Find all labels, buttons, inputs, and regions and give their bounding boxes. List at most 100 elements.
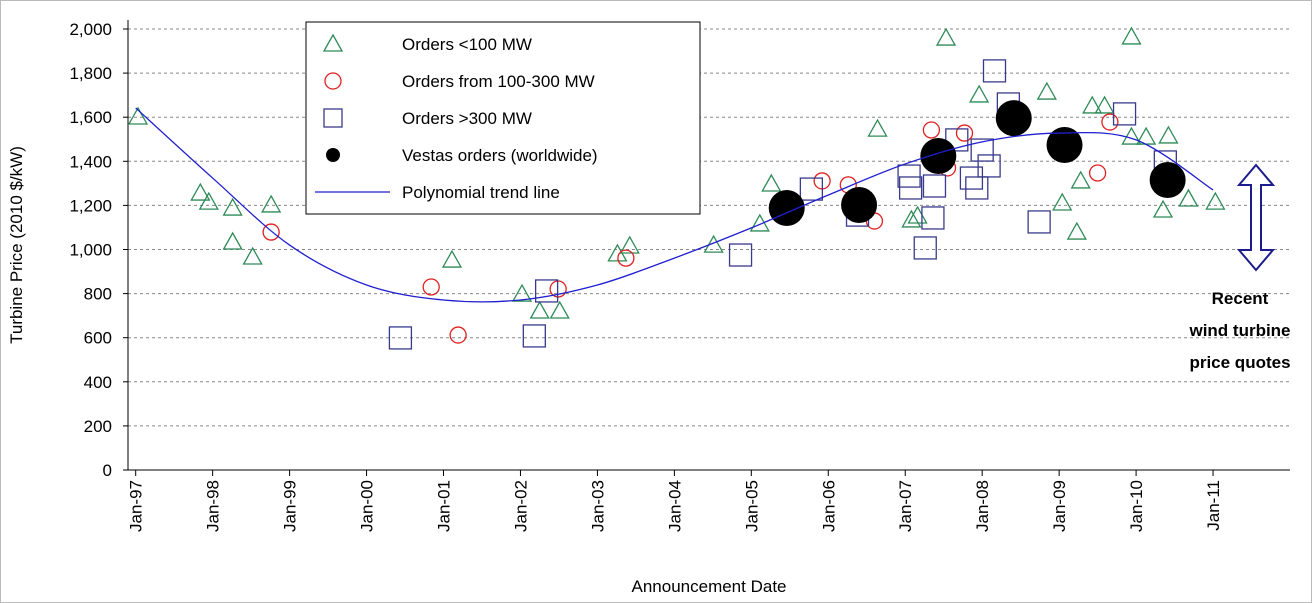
circle-marker — [422, 278, 440, 296]
square-marker — [897, 164, 921, 188]
triangle-marker — [242, 246, 263, 265]
square-marker — [323, 108, 343, 128]
legend: Orders <100 MW Orders from 100-300 MW Orde… — [305, 21, 701, 215]
trend-line — [135, 107, 1214, 303]
triangle-marker — [867, 118, 888, 137]
x-tick-label: Jan-05 — [742, 480, 761, 532]
x-tick-label: Jan-06 — [819, 480, 838, 532]
y-tick-label: 1,800 — [69, 64, 112, 83]
legend-label: Polynomial trend line — [402, 183, 560, 202]
circle-marker — [922, 121, 941, 139]
triangle-marker — [198, 191, 219, 210]
annotation-text: Recent — [1212, 289, 1269, 308]
triangle-marker — [901, 209, 922, 228]
circle-marker — [1101, 113, 1119, 131]
y-tick-label: 2,000 — [69, 20, 112, 39]
triangle-marker — [1052, 192, 1073, 211]
triangle-marker — [1178, 188, 1199, 207]
square-marker — [922, 174, 947, 198]
triangle-marker — [1158, 125, 1179, 144]
legend-label: Orders from 100-300 MW — [402, 72, 595, 91]
x-axis-title: Announcement Date — [632, 577, 787, 596]
y-axis-title: Turbine Price (2010 $/kW) — [7, 146, 26, 344]
triangle-marker — [968, 84, 990, 103]
triangle-marker — [1205, 191, 1226, 210]
circle-marker — [955, 124, 974, 142]
x-tick-label: Jan-10 — [1127, 480, 1146, 532]
y-tick-label: 800 — [84, 285, 112, 304]
triangle-marker — [1036, 81, 1057, 100]
square-marker — [921, 206, 945, 230]
circle-marker — [449, 326, 467, 344]
triangle-marker — [190, 182, 211, 201]
square-marker — [388, 326, 413, 350]
triangle-marker — [529, 300, 550, 319]
triangle-marker — [549, 300, 570, 319]
annotation-text: wind turbine — [1188, 321, 1290, 340]
legend-label: Orders <100 MW — [402, 35, 532, 54]
y-tick-label: 1,400 — [69, 152, 112, 171]
triangle-marker — [1152, 199, 1174, 218]
square-marker — [965, 176, 989, 200]
x-tick-label: Jan-03 — [588, 480, 607, 532]
y-tick-label: 1,600 — [69, 108, 112, 127]
vestas-marker — [326, 148, 340, 162]
triangle-marker — [1094, 95, 1115, 114]
triangle-marker — [1121, 26, 1142, 45]
circle-marker — [1088, 164, 1107, 182]
legend-box — [305, 21, 701, 215]
circle-marker — [617, 249, 635, 267]
vestas-marker — [1149, 162, 1186, 199]
circle-marker — [262, 223, 280, 241]
double-arrow — [1236, 163, 1276, 272]
triangle-marker — [761, 173, 782, 192]
square-marker — [728, 243, 753, 267]
x-tick-label: Jan-97 — [127, 480, 146, 532]
triangle-marker — [222, 231, 243, 250]
y-tick-label: 1,000 — [69, 241, 112, 260]
square-marker — [534, 279, 559, 303]
x-tick-label: Jan-98 — [204, 480, 223, 532]
square-marker — [1112, 102, 1137, 126]
x-tick-label: Jan-07 — [896, 480, 915, 532]
x-tick-label: Jan-04 — [665, 480, 684, 532]
legend-label: Orders >300 MW — [402, 109, 532, 128]
circle-marker — [324, 72, 342, 90]
vestas-marker — [995, 100, 1032, 137]
y-tick-label: 1,200 — [69, 196, 112, 215]
x-tick-label: Jan-00 — [358, 480, 377, 532]
square-marker — [977, 154, 1001, 178]
vestas-marker — [920, 138, 957, 175]
triangle-marker — [441, 249, 463, 268]
triangle-marker — [511, 283, 533, 302]
y-tick-label: 600 — [84, 329, 112, 348]
x-tick-label: Jan-02 — [511, 480, 530, 532]
x-tick-label: Jan-08 — [973, 480, 992, 532]
square-marker — [959, 166, 984, 190]
triangle-marker — [1082, 95, 1103, 114]
y-tick-label: 0 — [103, 461, 112, 480]
triangle-marker — [1121, 126, 1142, 145]
triangle-marker — [322, 33, 344, 52]
square-marker — [913, 236, 937, 260]
triangle-marker — [1066, 221, 1087, 240]
vestas-marker — [841, 186, 878, 223]
x-tick-label: Jan-01 — [435, 480, 454, 532]
triangle-marker — [127, 106, 149, 125]
triangle-marker — [1070, 170, 1091, 189]
y-tick-label: 400 — [84, 373, 112, 392]
triangle-marker — [619, 235, 640, 254]
annotation-text: price quotes — [1189, 353, 1290, 372]
y-tick-label: 200 — [84, 417, 112, 436]
triangle-marker — [703, 234, 724, 253]
x-tick-label: Jan-99 — [281, 480, 300, 532]
square-marker — [970, 138, 994, 162]
square-marker — [1027, 210, 1051, 234]
vestas-marker — [1046, 126, 1083, 163]
legend-label: Vestas orders (worldwide) — [402, 146, 598, 165]
x-tick-label: Jan-09 — [1050, 480, 1069, 532]
triangle-marker — [222, 197, 243, 216]
square-marker — [898, 176, 923, 200]
triangle-marker — [935, 27, 957, 46]
